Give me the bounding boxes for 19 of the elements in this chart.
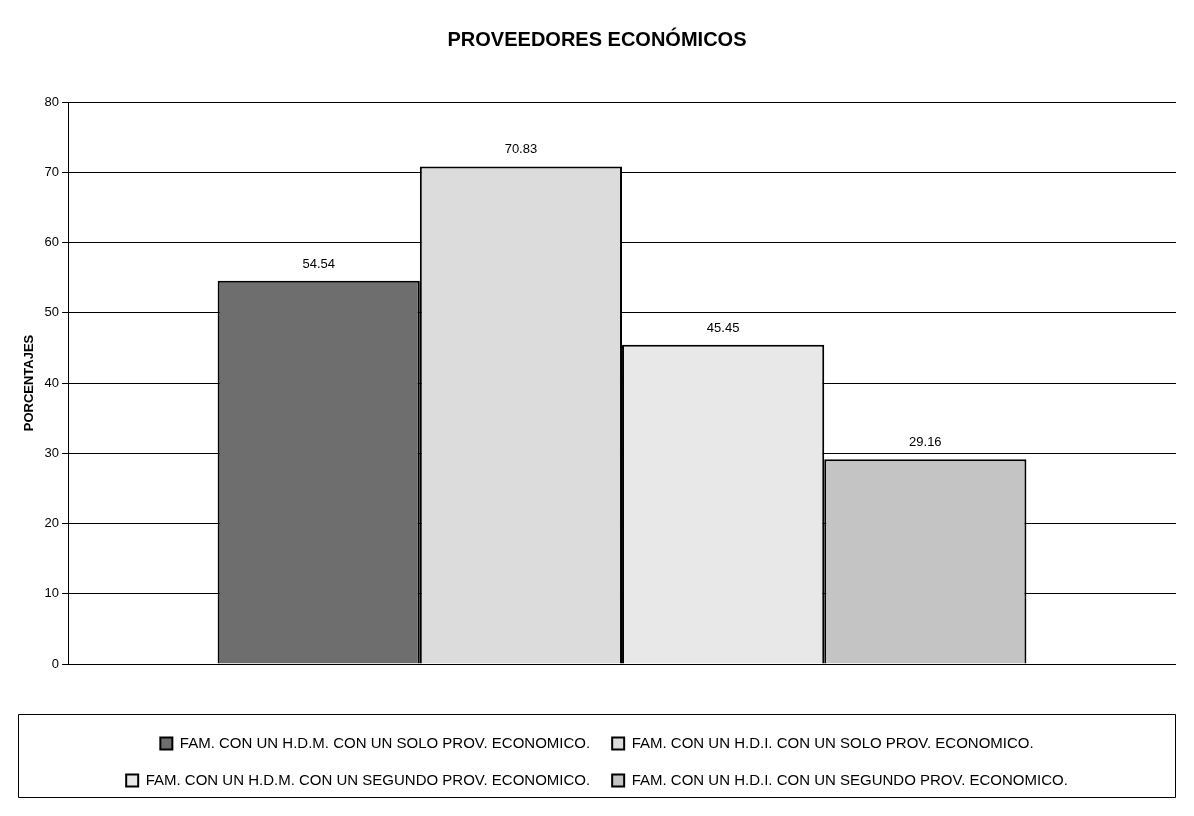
y-tick-label: 10 (44, 585, 60, 601)
legend-label: FAM. CON UN H.D.I. CON UN SOLO PROV. ECONOMICO. (631, 733, 1034, 751)
y-tick-label: 70 (44, 163, 60, 179)
data-label: 54.54 (302, 255, 335, 271)
y-axis-title: PORCENTAJES (21, 334, 37, 432)
legend-label: FAM. CON UN H.D.M. CON UN SEGUNDO PROV. ECONOMICO. (145, 770, 591, 788)
y-tick-label: 80 (44, 93, 60, 109)
data-label: 70.83 (504, 141, 538, 157)
y-tick-label: 40 (44, 374, 60, 390)
data-label: 45.45 (706, 319, 740, 335)
y-tick-label: 30 (44, 444, 60, 460)
y-tick-label: 20 (44, 515, 60, 531)
legend-label: FAM. CON UN H.D.M. CON UN SOLO PROV. ECONOMICO. (179, 733, 591, 751)
legend-label: FAM. CON UN H.D.I. CON UN SEGUNDO PROV. ECONOMICO. (631, 770, 1068, 788)
y-tick-label: 60 (44, 234, 60, 250)
y-tick-label: 50 (44, 304, 60, 320)
data-label: 29.16 (909, 434, 942, 450)
y-tick-label: 0 (51, 655, 60, 671)
chart-title: PROVEEDORES ECONÓMICOS (447, 26, 747, 50)
